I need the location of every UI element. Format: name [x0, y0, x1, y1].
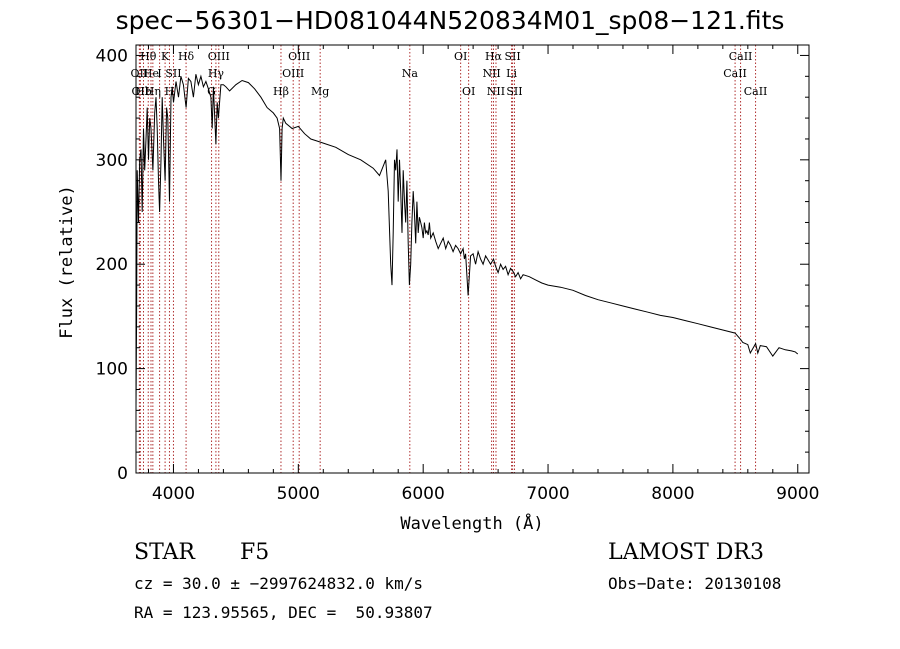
survey-name: LAMOST DR3	[608, 540, 764, 565]
line-marker-label: CaII	[729, 50, 753, 63]
plot-frame	[135, 44, 810, 474]
redshift-readout: cz = 30.0 ± −2997624832.0 km/s	[134, 574, 423, 593]
line-marker-label: NII	[482, 67, 500, 80]
line-marker-label: Mg	[311, 85, 329, 98]
line-marker-label: Hα	[485, 50, 503, 63]
x-tick-label: 8000	[651, 484, 694, 504]
axis-ticks: 4000 5000 6000 7000 8000 9000 0 100 200 300 400	[96, 45, 819, 504]
line-marker-label: OI	[454, 50, 467, 63]
line-marker-label: Hγ	[208, 67, 225, 80]
line-marker-label: Hθ	[140, 50, 157, 63]
x-axis-label: Wavelength (Å)	[400, 512, 543, 534]
line-marker-label: NII	[487, 85, 505, 98]
ra-dec-readout: RA = 123.95565, DEC = 50.93807	[134, 603, 433, 622]
line-marker-label: Na	[402, 67, 419, 80]
x-tick-label: 7000	[526, 484, 569, 504]
line-marker-label: G	[207, 85, 216, 98]
y-tick-label: 300	[96, 151, 128, 171]
line-marker-label: CaII	[744, 85, 768, 98]
line-marker-label: SII	[165, 67, 181, 80]
y-tick-label: 0	[117, 464, 128, 484]
y-tick-label: 100	[96, 360, 128, 380]
x-tick-label: 6000	[402, 484, 445, 504]
x-tick-label: 4000	[152, 484, 195, 504]
line-marker-label: SII	[506, 85, 522, 98]
line-marker-label: He	[143, 67, 159, 80]
chart-title: spec−56301−HD081044N520834M01_sp08−121.f…	[115, 6, 785, 35]
line-marker-label: Hβ	[273, 85, 289, 98]
y-tick-label: 200	[96, 255, 128, 275]
x-tick-label: 9000	[776, 484, 819, 504]
line-marker-label: SII	[504, 50, 520, 63]
line-marker-label: CaII	[723, 67, 747, 80]
line-marker-label: Hη	[145, 85, 161, 98]
x-tick-label: 5000	[277, 484, 320, 504]
line-marker-label: K	[161, 50, 170, 63]
y-tick-label: 400	[96, 46, 128, 66]
obs-date: Obs−Date: 20130108	[608, 574, 782, 593]
line-marker-label: OI	[462, 85, 475, 98]
spectrum-line	[135, 74, 799, 411]
line-marker-label: Hδ	[178, 50, 195, 63]
line-marker-label: OIII	[282, 67, 304, 80]
line-marker-label: Li	[506, 67, 517, 80]
line-marker-label: H	[165, 85, 175, 98]
line-markers	[138, 45, 757, 473]
line-marker-label: OIII	[208, 50, 230, 63]
line-marker-label: OIII	[288, 50, 310, 63]
y-axis-label: Flux (relative)	[57, 185, 77, 339]
line-marker-label: OII	[131, 67, 149, 80]
object-subclass: F5	[240, 540, 270, 565]
object-class: STAR	[134, 540, 195, 565]
line-marker-labels: OIIOIIHbHθHeHηIKHSIIHδGHγOIIIHβOIIIOIIIM…	[131, 50, 768, 98]
line-marker-label: Hb	[135, 85, 152, 98]
line-marker-label: I	[157, 67, 161, 80]
